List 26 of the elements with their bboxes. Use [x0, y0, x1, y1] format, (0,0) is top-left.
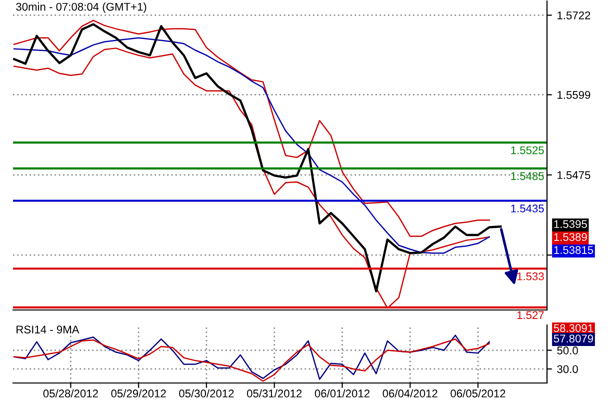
- ref-line-label: 1.5525: [511, 146, 544, 154]
- y-tick-label: 50.0: [557, 346, 578, 354]
- x-tick-label: 06/01/2012: [314, 389, 370, 398]
- ref-line-label: 1.527: [517, 311, 544, 320]
- x-tick-label: 06/05/2012: [450, 389, 506, 398]
- x-tick-label: 05/28/2012: [43, 389, 98, 398]
- chart-title: 30min - 07:08:04 (GMT+1): [16, 2, 146, 13]
- x-tick-label: 05/29/2012: [111, 389, 166, 398]
- line-series: [14, 48, 490, 309]
- y-tick-label: 1.5599: [558, 91, 590, 99]
- text: 1.5389: [554, 233, 587, 241]
- y-tick-label: 1.5722: [558, 11, 590, 20]
- chart-title: RSI14 - 9MA: [16, 326, 80, 334]
- line-series: [13, 23, 502, 292]
- x-tick-label: 06/04/2012: [382, 389, 438, 398]
- text: 1.5395: [554, 220, 587, 228]
- x-tick-label: 05/31/2012: [246, 389, 302, 398]
- y-tick-label: 1.5475: [558, 171, 590, 180]
- text: 1.53815: [554, 246, 594, 254]
- y-tick-label: 30.0: [557, 365, 578, 374]
- text: 57.8079: [554, 334, 594, 342]
- ref-line-label: 1.5485: [511, 172, 544, 180]
- ref-line-label: 1.5435: [511, 204, 544, 212]
- x-tick-label: 05/30/2012: [179, 389, 234, 398]
- ref-line-label: 1.533: [517, 272, 544, 280]
- text: 58.3091: [554, 324, 594, 332]
